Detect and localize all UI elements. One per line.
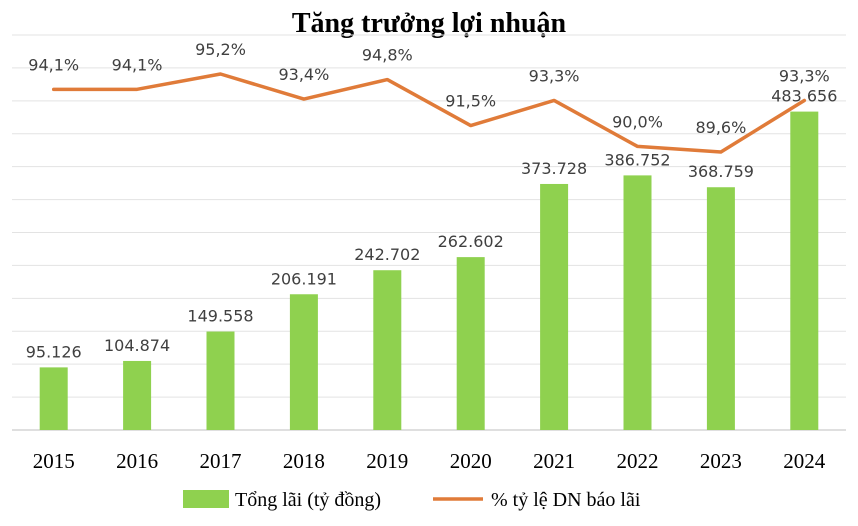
line-value-label-2020: 91,5% xyxy=(445,92,496,111)
x-tick-label-2016: 2016 xyxy=(116,449,158,473)
line-value-label-2024: 93,3% xyxy=(779,66,830,85)
bar-2017 xyxy=(206,331,235,430)
x-tick-label-2021: 2021 xyxy=(533,449,575,473)
bar-2019 xyxy=(373,270,402,430)
bar-2015 xyxy=(39,367,68,430)
chart-title: Tăng trưởng lợi nhuận xyxy=(291,8,567,39)
line-value-label-2019: 94,8% xyxy=(362,46,413,65)
x-tick-label-2018: 2018 xyxy=(283,449,325,473)
x-tick-label-2019: 2019 xyxy=(366,449,408,473)
line-value-label-2023: 89,6% xyxy=(695,118,746,137)
legend-label-line: % tỷ lệ DN báo lãi xyxy=(491,489,641,511)
line-value-label-2022: 90,0% xyxy=(612,112,663,131)
bar-value-label-2016: 104.874 xyxy=(104,336,170,355)
bar-value-label-2017: 149.558 xyxy=(187,307,253,326)
line-value-label-2021: 93,3% xyxy=(529,66,580,85)
bar-2016 xyxy=(123,360,152,430)
line-value-label-2017: 95,2% xyxy=(195,40,246,59)
bar-value-label-2020: 262.602 xyxy=(438,232,504,251)
bar-value-label-2022: 386.752 xyxy=(604,150,670,169)
x-tick-label-2020: 2020 xyxy=(450,449,492,473)
bar-value-label-2024: 483.656 xyxy=(771,87,837,106)
bar-value-label-2023: 368.759 xyxy=(688,162,754,181)
bar-2022 xyxy=(623,175,652,430)
x-tick-label-2015: 2015 xyxy=(33,449,75,473)
bar-value-label-2019: 242.702 xyxy=(354,245,420,264)
bar-2018 xyxy=(289,294,318,430)
bar-2024 xyxy=(790,111,819,430)
x-tick-label-2017: 2017 xyxy=(200,449,242,473)
line-value-label-2016: 94,1% xyxy=(112,55,163,74)
bar-2020 xyxy=(456,257,485,430)
bar-value-label-2021: 373.728 xyxy=(521,159,587,178)
bar-2023 xyxy=(706,187,735,430)
line-series-profit-ratio xyxy=(51,72,807,154)
line-value-label-2015: 94,1% xyxy=(28,55,79,74)
x-tick-label-2022: 2022 xyxy=(617,449,659,473)
bar-2021 xyxy=(540,183,569,430)
line-value-label-2018: 93,4% xyxy=(278,65,329,84)
bar-value-label-2015: 95.126 xyxy=(26,342,82,361)
bar-value-label-2018: 206.191 xyxy=(271,269,337,288)
legend-label-bar: Tổng lãi (tỷ đồng) xyxy=(235,489,381,511)
x-tick-label-2023: 2023 xyxy=(700,449,742,473)
x-tick-label-2024: 2024 xyxy=(783,449,826,473)
legend-swatch-bar xyxy=(183,490,229,508)
